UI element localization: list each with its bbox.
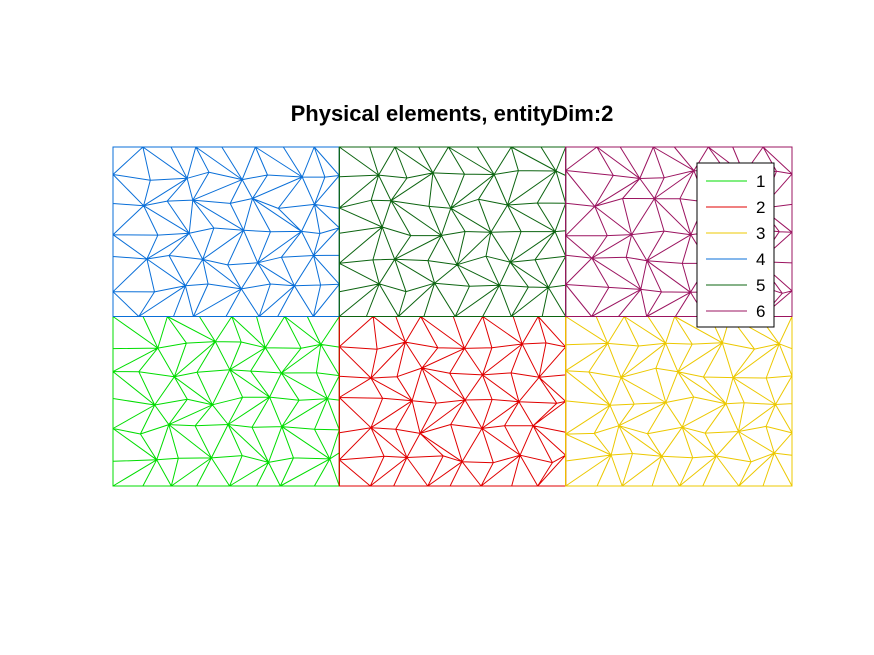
mesh-regions — [112, 146, 793, 487]
legend-label-3: 3 — [756, 224, 765, 243]
mesh-boundary-3 — [565, 316, 793, 487]
legend-label-2: 2 — [756, 198, 765, 217]
mesh-lines-2 — [338, 316, 567, 487]
mesh-lines-3 — [565, 316, 793, 487]
mesh-lines-5 — [338, 146, 567, 317]
mesh-lines-1 — [112, 316, 340, 487]
mesh-boundary-6 — [565, 146, 793, 317]
mesh-region-3 — [565, 316, 793, 487]
mesh-region-5 — [338, 146, 567, 317]
legend: 1 2 3 4 5 6 — [696, 162, 775, 328]
legend-label-6: 6 — [756, 302, 765, 321]
chart-title: Physical elements, entityDim:2 — [291, 101, 614, 126]
legend-box — [696, 162, 775, 328]
legend-label-4: 4 — [756, 250, 765, 269]
mesh-lines-4 — [112, 146, 340, 317]
mesh-region-1 — [112, 316, 340, 487]
legend-label-5: 5 — [756, 276, 765, 295]
mesh-region-2 — [338, 316, 567, 487]
legend-label-1: 1 — [756, 172, 765, 191]
mesh-region-4 — [112, 146, 340, 317]
